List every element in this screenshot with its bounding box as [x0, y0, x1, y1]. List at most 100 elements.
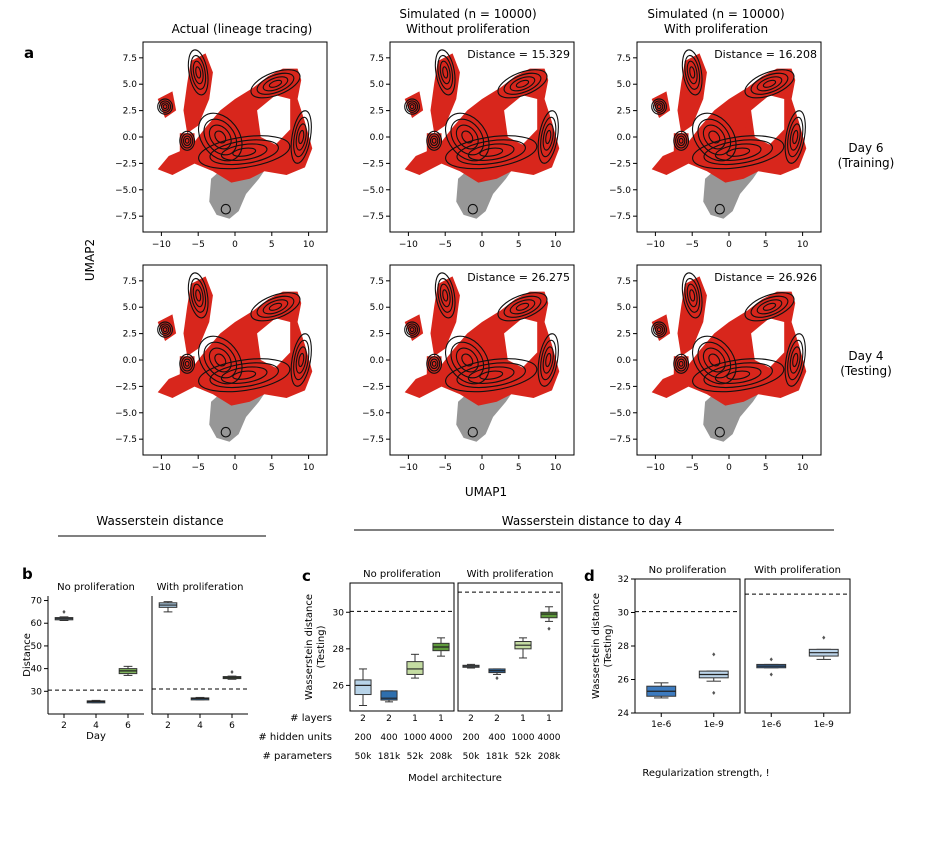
x-tick-label: 4 [197, 721, 203, 731]
kde-contour-4-3 [703, 362, 773, 389]
y-axis-label: Wasserstein distance(Testing) [591, 593, 614, 699]
y-tick-label: −7.5 [362, 212, 384, 222]
empty-region [751, 318, 785, 368]
red-cells-arm-2 [157, 314, 177, 341]
kde-contour-2-4 [404, 98, 420, 115]
kde-contour-1-2 [439, 60, 451, 85]
kde-contour-7-1 [708, 353, 721, 367]
kde-contour-small [467, 203, 478, 215]
kde-contour-4-2 [220, 366, 268, 384]
y-tick-label: 5.0 [617, 303, 632, 313]
x-tick-label: −5 [686, 240, 699, 250]
kde-contour-7-2 [702, 124, 726, 150]
subplot-with-proliferation: With proliferation 1e-6 1e-9 [744, 565, 851, 730]
kde-contour-3-1 [184, 137, 190, 144]
kde-contour-3-1 [678, 360, 684, 367]
kde-contour-small [220, 203, 231, 215]
subplot-title: No proliferation [649, 565, 727, 576]
y-tick-label: 5.0 [617, 80, 632, 90]
umap-panel-with-proliferation-day4: −10 −5 0 5 10 7.5 5.0 2.5 0.0 −2.5 −5.0 −7.5 Distanc… [609, 264, 822, 473]
kde-contour-small [714, 203, 725, 215]
y-tick-label: 5.0 [123, 303, 138, 313]
x-tick-label: 5 [516, 463, 522, 473]
panel-letter-a: a [24, 44, 34, 62]
y-tick-label: −5.0 [362, 409, 384, 419]
kde-contour-3-3 [675, 356, 688, 372]
table-cell: 50k [355, 752, 372, 762]
red-cells-arm-2 [651, 314, 671, 341]
kde-contour-3-3 [181, 356, 194, 372]
kde-contour-4-3 [209, 362, 279, 389]
empty-region [257, 318, 291, 368]
x-tick-label: −10 [646, 463, 665, 473]
x-tick-label: −5 [439, 463, 452, 473]
kde-contour-7-3 [450, 118, 485, 156]
x-tick-label: 4 [93, 721, 99, 731]
table-cell: 1 [438, 714, 444, 724]
y-tick-label: −5.0 [115, 409, 137, 419]
kde-contour-7-2 [702, 347, 726, 373]
y-tick-label: 50 [31, 642, 43, 652]
kde-contours [157, 272, 312, 438]
kde-contours [404, 49, 559, 215]
kde-contour-3-4 [179, 353, 196, 374]
kde-contour-2-2 [160, 102, 170, 111]
kde-contour-4-2 [714, 143, 762, 161]
table-cell: 400 [488, 733, 505, 743]
axes-frame [744, 578, 851, 714]
kde-contour-3-4 [673, 130, 690, 151]
kde-contour-1-4 [434, 272, 456, 319]
x-tick-label: 1e-9 [704, 720, 725, 730]
subplot-title: With proliferation [754, 565, 841, 576]
y-tick-label: −7.5 [362, 435, 384, 445]
box-4 [432, 637, 450, 657]
kde-contour-7-4 [691, 335, 737, 385]
kde-contour-1-4 [434, 49, 456, 96]
kde-contour-6-4 [537, 110, 559, 164]
kde-contour-6-3 [540, 116, 557, 158]
kde-contour-7-1 [461, 130, 474, 144]
outlier-marker [495, 676, 499, 681]
kde-contour-6-1 [792, 129, 799, 145]
kde-contour-1-4 [187, 49, 209, 96]
empty-region [257, 95, 291, 145]
kde-contour-3-3 [675, 133, 688, 149]
box-2: 1e-9 [698, 652, 729, 730]
y-tick-label: 0.0 [123, 356, 138, 366]
umap-plot-area [651, 49, 807, 219]
y-tick-label: 26 [618, 676, 630, 686]
kde-contour-3-1 [184, 360, 190, 367]
x-tick-label: 0 [726, 463, 732, 473]
x-tick-label: 5 [269, 240, 275, 250]
kde-contour-6-2 [542, 346, 554, 374]
y-axis-label: Wasserstein distance(Testing) [304, 594, 327, 700]
kde-contour-7-2 [455, 124, 479, 150]
y-tick-label: 2.5 [370, 330, 384, 340]
x-tick-label: 0 [479, 240, 485, 250]
kde-contour-2-3 [653, 323, 666, 336]
kde-contour-1-1 [689, 66, 696, 79]
outlier-marker [230, 670, 234, 675]
y-tick-label: 60 [31, 619, 43, 629]
kde-contour-5-2 [756, 76, 783, 92]
y-tick-label: 30 [618, 609, 630, 619]
kde-contour-2-1 [162, 327, 168, 333]
text-line: Simulated (n = 10000) [399, 7, 536, 21]
kde-contour-2-3 [406, 323, 419, 336]
x-tick-label: 0 [479, 463, 485, 473]
y-tick-label: 0.0 [370, 133, 385, 143]
box-3: 6 [118, 665, 138, 731]
kde-contour-7-2 [208, 124, 232, 150]
table-cell: 2 [360, 714, 366, 724]
text-line: (Testing) [316, 625, 327, 668]
distance-label: Distance = 26.926 [714, 271, 817, 284]
kde-contour-4-2 [220, 143, 268, 161]
text-line: Day 6 [848, 141, 883, 155]
kde-contours [651, 272, 806, 438]
x-tick-label: 10 [303, 463, 315, 473]
table-cell: 50k [463, 752, 480, 762]
kde-contour-4-1 [232, 370, 257, 380]
kde-contour-7-1 [214, 130, 227, 144]
kde-contour-2-3 [653, 100, 666, 113]
